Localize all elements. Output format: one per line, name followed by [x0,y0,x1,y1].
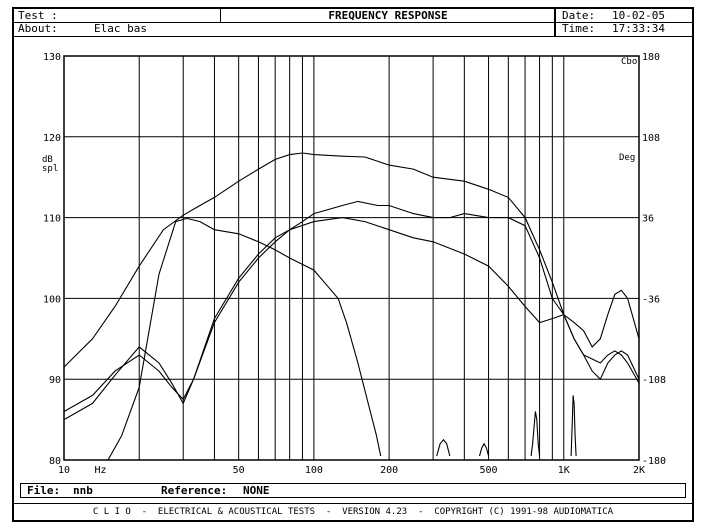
series-line-2 [64,200,639,412]
copyright-banner: C L I O - ELECTRICAL & ACOUSTICAL TESTS … [92,507,614,517]
file-value: nnb [73,484,93,497]
banner-bar: C L I O - ELECTRICAL & ACOUSTICAL TESTS … [14,503,692,520]
y2-axis-label: Deg [619,153,635,163]
title-separator [220,9,221,22]
series-line-5 [436,438,451,457]
x-tick-label: 10 [58,465,70,476]
y2-tick-label: 36 [642,214,654,225]
x-tick-label: 1K [558,465,570,476]
header-separator [554,9,556,36]
footer: File: nnb Reference: NONE C L I O - ELEC… [14,483,692,520]
y2-tick-label: 108 [642,133,660,144]
file-label: File: [27,484,61,497]
chart-frame: Test : FREQUENCY RESPONSE Date: 10-02-05… [12,7,694,522]
about-label: About: [18,22,58,35]
header-bar: Test : FREQUENCY RESPONSE Date: 10-02-05… [14,9,692,37]
y2-tick-label: -180 [642,456,666,467]
test-label: Test : [18,9,58,22]
about-value: Elac bas [94,22,147,35]
x-tick-label: 100 [305,465,323,476]
y2-tick-label: -36 [642,294,660,305]
date-label: Date: [562,9,596,22]
y-tick-label: 90 [49,375,61,386]
y-axis-label: spl [42,164,58,174]
series-line-4 [107,217,382,460]
date-value: 10-02-05 [612,9,665,22]
y2-top-label: Cbo [621,57,637,67]
series-line-1 [64,152,639,381]
y2-tick-label: 180 [642,52,660,63]
x-tick-label: Hz [94,465,106,476]
x-tick-label: 50 [233,465,245,476]
time-value: 17:33:34 [612,22,665,35]
time-label: Time: [562,22,596,35]
x-tick-label: 500 [480,465,498,476]
y-tick-label: 120 [43,133,61,144]
series-line-7 [530,411,541,457]
y-tick-label: 80 [49,456,61,467]
series-line-8 [570,395,577,457]
series-line-6 [478,442,490,457]
chart-title: FREQUENCY RESPONSE [328,9,448,22]
x-tick-label: 200 [380,465,398,476]
y-tick-label: 110 [43,214,61,225]
x-tick-label: 2K [633,465,645,476]
plot-border [63,55,640,461]
series-line-3 [64,217,639,421]
file-bar: File: nnb Reference: NONE [20,483,686,498]
y2-tick-label: -108 [642,375,666,386]
y-axis-label: dB [42,155,53,165]
reference-value: NONE [243,484,270,497]
y-tick-label: 130 [43,52,61,63]
frequency-response-plot: 80 90 100 110 120 130 -180 -108 -36 36 108 180 10 Hz 5… [42,52,666,476]
reference-label: Reference: [161,484,228,497]
y-tick-label: 100 [43,294,61,305]
